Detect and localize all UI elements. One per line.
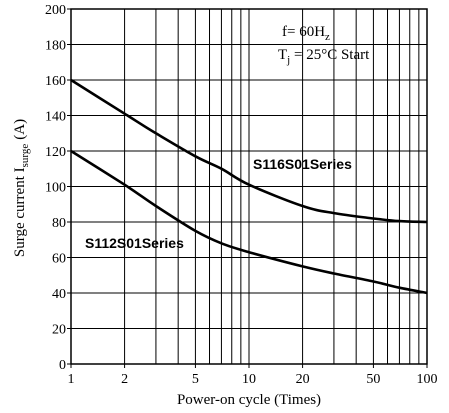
grid [71, 9, 427, 364]
x-tick-label: 100 [417, 372, 438, 387]
y-tick-label: 60 [52, 252, 66, 267]
series-label-s112: S112S01Series [85, 235, 184, 251]
x-tick-label: 2 [121, 372, 128, 387]
y-tick-label: 100 [45, 181, 66, 196]
y-tick-label: 180 [45, 39, 66, 54]
y-axis-ticks: 0 20 40 60 80 100 120 140 160 180 200 [45, 3, 71, 373]
x-axis-label: Power-on cycle (Times) [177, 392, 321, 408]
x-tick-label: 5 [192, 372, 199, 387]
series-line-s112s01series [70, 149, 428, 295]
curves [70, 78, 428, 295]
annotation-temperature: Tj = 25°C Start [278, 47, 370, 66]
x-tick-label: 10 [242, 372, 256, 387]
y-tick-label: 200 [45, 3, 66, 18]
y-tick-label: 20 [52, 323, 66, 338]
annotation-frequency: f= 60Hz [282, 24, 330, 43]
x-tick-label: 50 [366, 372, 380, 387]
y-tick-label: 0 [59, 358, 66, 373]
y-axis-label: Surge current Isurge(A) [12, 119, 31, 257]
x-tick-label: 20 [296, 372, 310, 387]
x-axis-ticks: 1 2 5 10 20 50 100 [68, 364, 438, 387]
series-line-s116s01series [70, 78, 428, 224]
series-label-s116: S116S01Series [253, 156, 352, 172]
x-tick-label: 1 [68, 372, 75, 387]
y-tick-label: 160 [45, 74, 66, 89]
y-tick-label: 120 [45, 145, 66, 160]
y-tick-label: 140 [45, 110, 66, 125]
y-tick-label: 80 [52, 216, 66, 231]
y-tick-label: 40 [52, 287, 66, 302]
